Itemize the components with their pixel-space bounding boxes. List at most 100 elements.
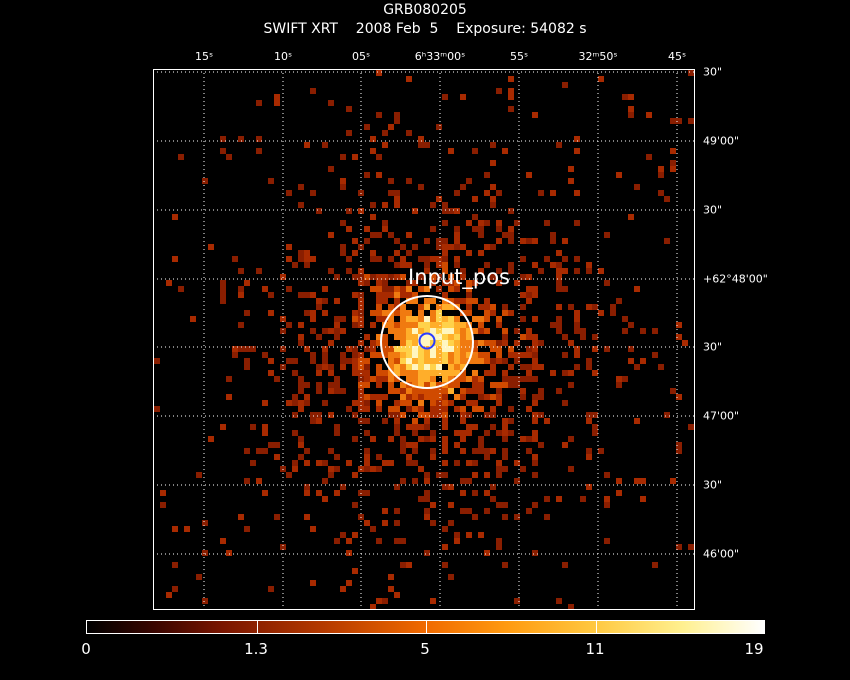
photon-pixel — [370, 136, 376, 142]
photon-pixel — [688, 424, 694, 430]
photon-pixel — [478, 322, 484, 328]
photon-pixel — [382, 142, 388, 148]
photon-pixel — [442, 238, 448, 244]
photon-pixel — [358, 280, 364, 286]
photon-pixel — [472, 514, 478, 520]
photon-pixel — [454, 334, 460, 340]
photon-pixel — [472, 460, 478, 466]
photon-pixel — [430, 448, 436, 454]
photon-pixel — [304, 256, 310, 262]
photon-pixel — [466, 292, 472, 298]
photon-pixel — [178, 154, 184, 160]
photon-pixel — [400, 478, 406, 484]
photon-pixel — [502, 304, 508, 310]
photon-pixel — [448, 280, 454, 286]
photon-pixel — [394, 202, 400, 208]
photon-pixel — [376, 112, 382, 118]
photon-pixel — [304, 514, 310, 520]
photon-pixel — [334, 322, 340, 328]
photon-pixel — [538, 364, 544, 370]
photon-pixel — [418, 142, 424, 148]
photon-pixel — [496, 268, 502, 274]
photon-pixel — [352, 238, 358, 244]
photon-pixel — [682, 340, 688, 346]
photon-pixel — [370, 376, 376, 382]
photon-pixel — [442, 280, 448, 286]
photon-pixel — [352, 154, 358, 160]
photon-pixel — [460, 358, 466, 364]
photon-pixel — [628, 346, 634, 352]
photon-pixel — [442, 256, 448, 262]
photon-pixel — [346, 268, 352, 274]
photon-pixel — [382, 280, 388, 286]
photon-pixel — [490, 382, 496, 388]
photon-pixel — [472, 328, 478, 334]
photon-pixel — [436, 274, 442, 280]
photon-pixel — [298, 382, 304, 388]
photon-pixel — [394, 430, 400, 436]
photon-pixel — [472, 346, 478, 352]
photon-pixel — [394, 520, 400, 526]
photon-pixel — [394, 190, 400, 196]
colorbar-tick — [257, 621, 258, 633]
photon-pixel — [238, 268, 244, 274]
photon-pixel — [442, 400, 448, 406]
photon-pixel — [274, 94, 280, 100]
photon-pixel — [406, 424, 412, 430]
photon-pixel — [604, 472, 610, 478]
photon-pixel — [496, 346, 502, 352]
photon-pixel — [430, 352, 436, 358]
photon-pixel — [340, 316, 346, 322]
photon-pixel — [400, 310, 406, 316]
photon-pixel — [376, 538, 382, 544]
photon-pixel — [478, 220, 484, 226]
photon-pixel — [418, 382, 424, 388]
photon-pixel — [520, 466, 526, 472]
photon-pixel — [514, 478, 520, 484]
photon-pixel — [220, 424, 226, 430]
photon-pixel — [400, 322, 406, 328]
photon-pixel — [346, 346, 352, 352]
photon-pixel — [340, 244, 346, 250]
photon-pixel — [454, 232, 460, 238]
photon-pixel — [442, 220, 448, 226]
photon-pixel — [400, 334, 406, 340]
photon-pixel — [454, 370, 460, 376]
photon-pixel — [472, 406, 478, 412]
photon-pixel — [370, 346, 376, 352]
photon-pixel — [562, 82, 568, 88]
photon-pixel — [364, 466, 370, 472]
photon-pixel — [424, 376, 430, 382]
photon-pixel — [364, 448, 370, 454]
photon-pixel — [244, 478, 250, 484]
photon-pixel — [388, 460, 394, 466]
photon-pixel — [220, 292, 226, 298]
photon-pixel — [478, 376, 484, 382]
photon-pixel — [466, 250, 472, 256]
photon-pixel — [436, 352, 442, 358]
photon-pixel — [478, 340, 484, 346]
photon-pixel — [286, 256, 292, 262]
photon-pixel — [556, 316, 562, 322]
photon-pixel — [448, 148, 454, 154]
dec-tick-label: 30" — [703, 203, 723, 217]
photon-pixel — [466, 412, 472, 418]
photon-pixel — [664, 412, 670, 418]
photon-pixel — [394, 400, 400, 406]
photon-pixel — [298, 256, 304, 262]
photon-pixel — [334, 376, 340, 382]
photon-pixel — [328, 388, 334, 394]
photon-pixel — [442, 328, 448, 334]
photon-pixel — [514, 460, 520, 466]
photon-pixel — [442, 442, 448, 448]
photon-pixel — [466, 286, 472, 292]
photon-pixel — [406, 376, 412, 382]
photon-pixel — [592, 430, 598, 436]
photon-pixel — [532, 472, 538, 478]
photon-pixel — [406, 178, 412, 184]
photon-pixel — [370, 466, 376, 472]
photon-pixel — [340, 352, 346, 358]
photon-pixel — [406, 250, 412, 256]
photon-pixel — [526, 376, 532, 382]
photon-pixel — [478, 388, 484, 394]
